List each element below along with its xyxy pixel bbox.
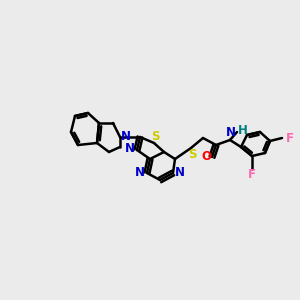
Text: N: N [175,167,185,179]
Text: H: H [238,124,248,137]
Text: N: N [125,142,135,155]
Text: N: N [135,167,145,179]
Text: N: N [121,130,131,143]
Text: N: N [226,127,236,140]
Text: S: S [188,148,196,161]
Text: O: O [201,149,211,163]
Text: S: S [151,130,159,143]
Text: F: F [286,131,294,145]
Text: F: F [248,169,256,182]
